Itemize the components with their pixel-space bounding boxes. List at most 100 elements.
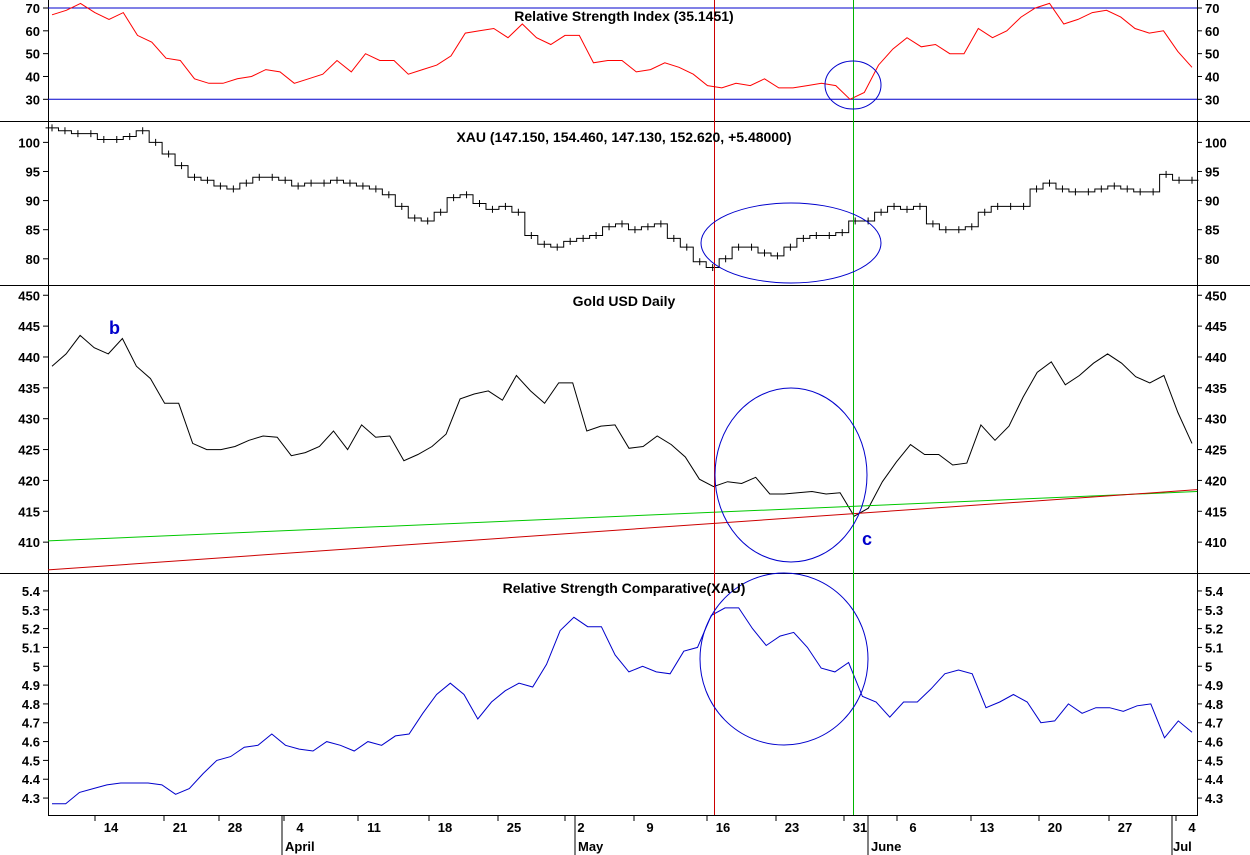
y-tick-label-left: 5.1 bbox=[22, 640, 40, 655]
y-tick-label-left: 4.5 bbox=[22, 753, 40, 768]
y-tick-label-left: 80 bbox=[26, 252, 40, 267]
x-tick-label: 6 bbox=[909, 820, 916, 835]
rsi-panel-title: Relative Strength Index (35.1451) bbox=[514, 8, 733, 24]
x-tick-label: 31 bbox=[853, 820, 867, 835]
y-tick-label-right: 5.4 bbox=[1205, 584, 1224, 599]
moving-average-line bbox=[47, 489, 1198, 571]
x-tick-label: 11 bbox=[367, 820, 381, 835]
y-tick-label-right: 50 bbox=[1205, 47, 1219, 62]
y-tick-label-left: 415 bbox=[18, 504, 40, 519]
y-tick-label-right: 4.6 bbox=[1205, 735, 1223, 750]
y-tick-label-left: 100 bbox=[18, 135, 40, 150]
y-tick-label-right: 430 bbox=[1205, 412, 1227, 427]
tick-layer: 30 30 40 40 50 50 60 60 70 70 80 80 85 85 90 90 95 95 100 1… bbox=[18, 1, 1227, 855]
highlight-circle bbox=[714, 387, 868, 563]
reference-lines bbox=[48, 7, 1197, 100]
y-tick-label-right: 450 bbox=[1205, 288, 1227, 303]
y-tick-label-right: 85 bbox=[1205, 223, 1219, 238]
highlight-circle bbox=[699, 572, 869, 746]
y-tick-label-right: 4.3 bbox=[1205, 791, 1223, 806]
highlight-circle bbox=[824, 60, 882, 110]
y-tick-label-right: 420 bbox=[1205, 473, 1227, 488]
month-label-june: June bbox=[871, 839, 901, 854]
x-tick-label: 25 bbox=[507, 820, 521, 835]
y-tick-label-right: 415 bbox=[1205, 504, 1227, 519]
y-tick-label-right: 100 bbox=[1205, 135, 1227, 150]
y-tick-label-left: 4.8 bbox=[22, 697, 40, 712]
y-tick-label-left: 4.3 bbox=[22, 791, 40, 806]
x-tick-label: 16 bbox=[716, 820, 730, 835]
y-tick-label-right: 40 bbox=[1205, 69, 1219, 84]
y-tick-label-right: 435 bbox=[1205, 381, 1227, 396]
y-tick-label-right: 5.2 bbox=[1205, 622, 1223, 637]
y-tick-label-left: 50 bbox=[26, 47, 40, 62]
y-tick-label-left: 5.3 bbox=[22, 603, 40, 618]
series-layer bbox=[45, 2, 1199, 805]
y-tick-label-left: 60 bbox=[26, 24, 40, 39]
y-tick-label-right: 4.5 bbox=[1205, 753, 1223, 768]
xau-panel-title: XAU (147.150, 154.460, 147.130, 152.620,… bbox=[456, 129, 791, 145]
y-tick-label-left: 430 bbox=[18, 412, 40, 427]
y-tick-label-left: 70 bbox=[26, 1, 40, 16]
y-tick-label-right: 445 bbox=[1205, 319, 1227, 334]
month-label-april: April bbox=[285, 839, 315, 854]
y-tick-label-left: 40 bbox=[26, 69, 40, 84]
y-tick-label-right: 90 bbox=[1205, 194, 1219, 209]
xau-price-steps bbox=[45, 127, 1199, 269]
y-tick-label-right: 4.4 bbox=[1205, 772, 1224, 787]
y-tick-label-left: 450 bbox=[18, 288, 40, 303]
y-tick-label-right: 4.8 bbox=[1205, 697, 1223, 712]
x-tick-label: 28 bbox=[228, 820, 242, 835]
y-tick-label-left: 4.7 bbox=[22, 716, 40, 731]
y-tick-label-right: 60 bbox=[1205, 24, 1219, 39]
y-tick-label-right: 440 bbox=[1205, 350, 1227, 365]
y-tick-label-right: 70 bbox=[1205, 1, 1219, 16]
y-tick-label-left: 420 bbox=[18, 473, 40, 488]
x-tick-label: 20 bbox=[1048, 820, 1062, 835]
y-tick-label-left: 5.2 bbox=[22, 622, 40, 637]
y-tick-label-left: 445 bbox=[18, 319, 40, 334]
month-label-may: May bbox=[578, 839, 604, 854]
rsc-panel-title: Relative Strength Comparative(XAU) bbox=[503, 580, 746, 596]
y-tick-label-left: 90 bbox=[26, 194, 40, 209]
y-tick-label-left: 410 bbox=[18, 535, 40, 550]
x-tick-label: 9 bbox=[646, 820, 653, 835]
y-tick-label-left: 425 bbox=[18, 443, 40, 458]
x-tick-label: 13 bbox=[980, 820, 994, 835]
x-tick-label: 4 bbox=[1188, 820, 1196, 835]
annotation-c: c bbox=[862, 529, 872, 549]
y-tick-label-left: 4.6 bbox=[22, 735, 40, 750]
y-tick-label-left: 4.4 bbox=[22, 772, 41, 787]
y-tick-label-right: 5.1 bbox=[1205, 640, 1223, 655]
y-tick-label-right: 30 bbox=[1205, 92, 1219, 107]
series-line bbox=[51, 2, 1193, 100]
x-axis-labels: April May June Jul bbox=[285, 839, 1192, 854]
y-tick-label-right: 95 bbox=[1205, 164, 1219, 179]
markers-layer bbox=[699, 0, 882, 815]
y-tick-label-right: 4.9 bbox=[1205, 678, 1223, 693]
x-tick-label: 18 bbox=[438, 820, 452, 835]
highlight-circle bbox=[700, 202, 882, 284]
annotation-b: b bbox=[109, 318, 120, 338]
series-line bbox=[52, 607, 1193, 805]
y-tick-label-left: 95 bbox=[26, 164, 40, 179]
y-tick-label-left: 440 bbox=[18, 350, 40, 365]
y-tick-label-right: 5.3 bbox=[1205, 603, 1223, 618]
x-tick-label: 27 bbox=[1118, 820, 1132, 835]
x-tick-label: 21 bbox=[173, 820, 187, 835]
y-tick-label-right: 425 bbox=[1205, 443, 1227, 458]
moving-average-line bbox=[47, 491, 1198, 542]
y-tick-label-left: 85 bbox=[26, 223, 40, 238]
gold-panel-title: Gold USD Daily bbox=[573, 293, 676, 309]
x-tick-label: 23 bbox=[785, 820, 799, 835]
y-tick-label-left: 4.9 bbox=[22, 678, 40, 693]
x-tick-label: 14 bbox=[104, 820, 119, 835]
y-tick-label-left: 30 bbox=[26, 92, 40, 107]
month-label-jul: Jul bbox=[1173, 839, 1192, 854]
series-line bbox=[51, 334, 1193, 517]
y-tick-label-right: 80 bbox=[1205, 252, 1219, 267]
y-tick-label-left: 435 bbox=[18, 381, 40, 396]
